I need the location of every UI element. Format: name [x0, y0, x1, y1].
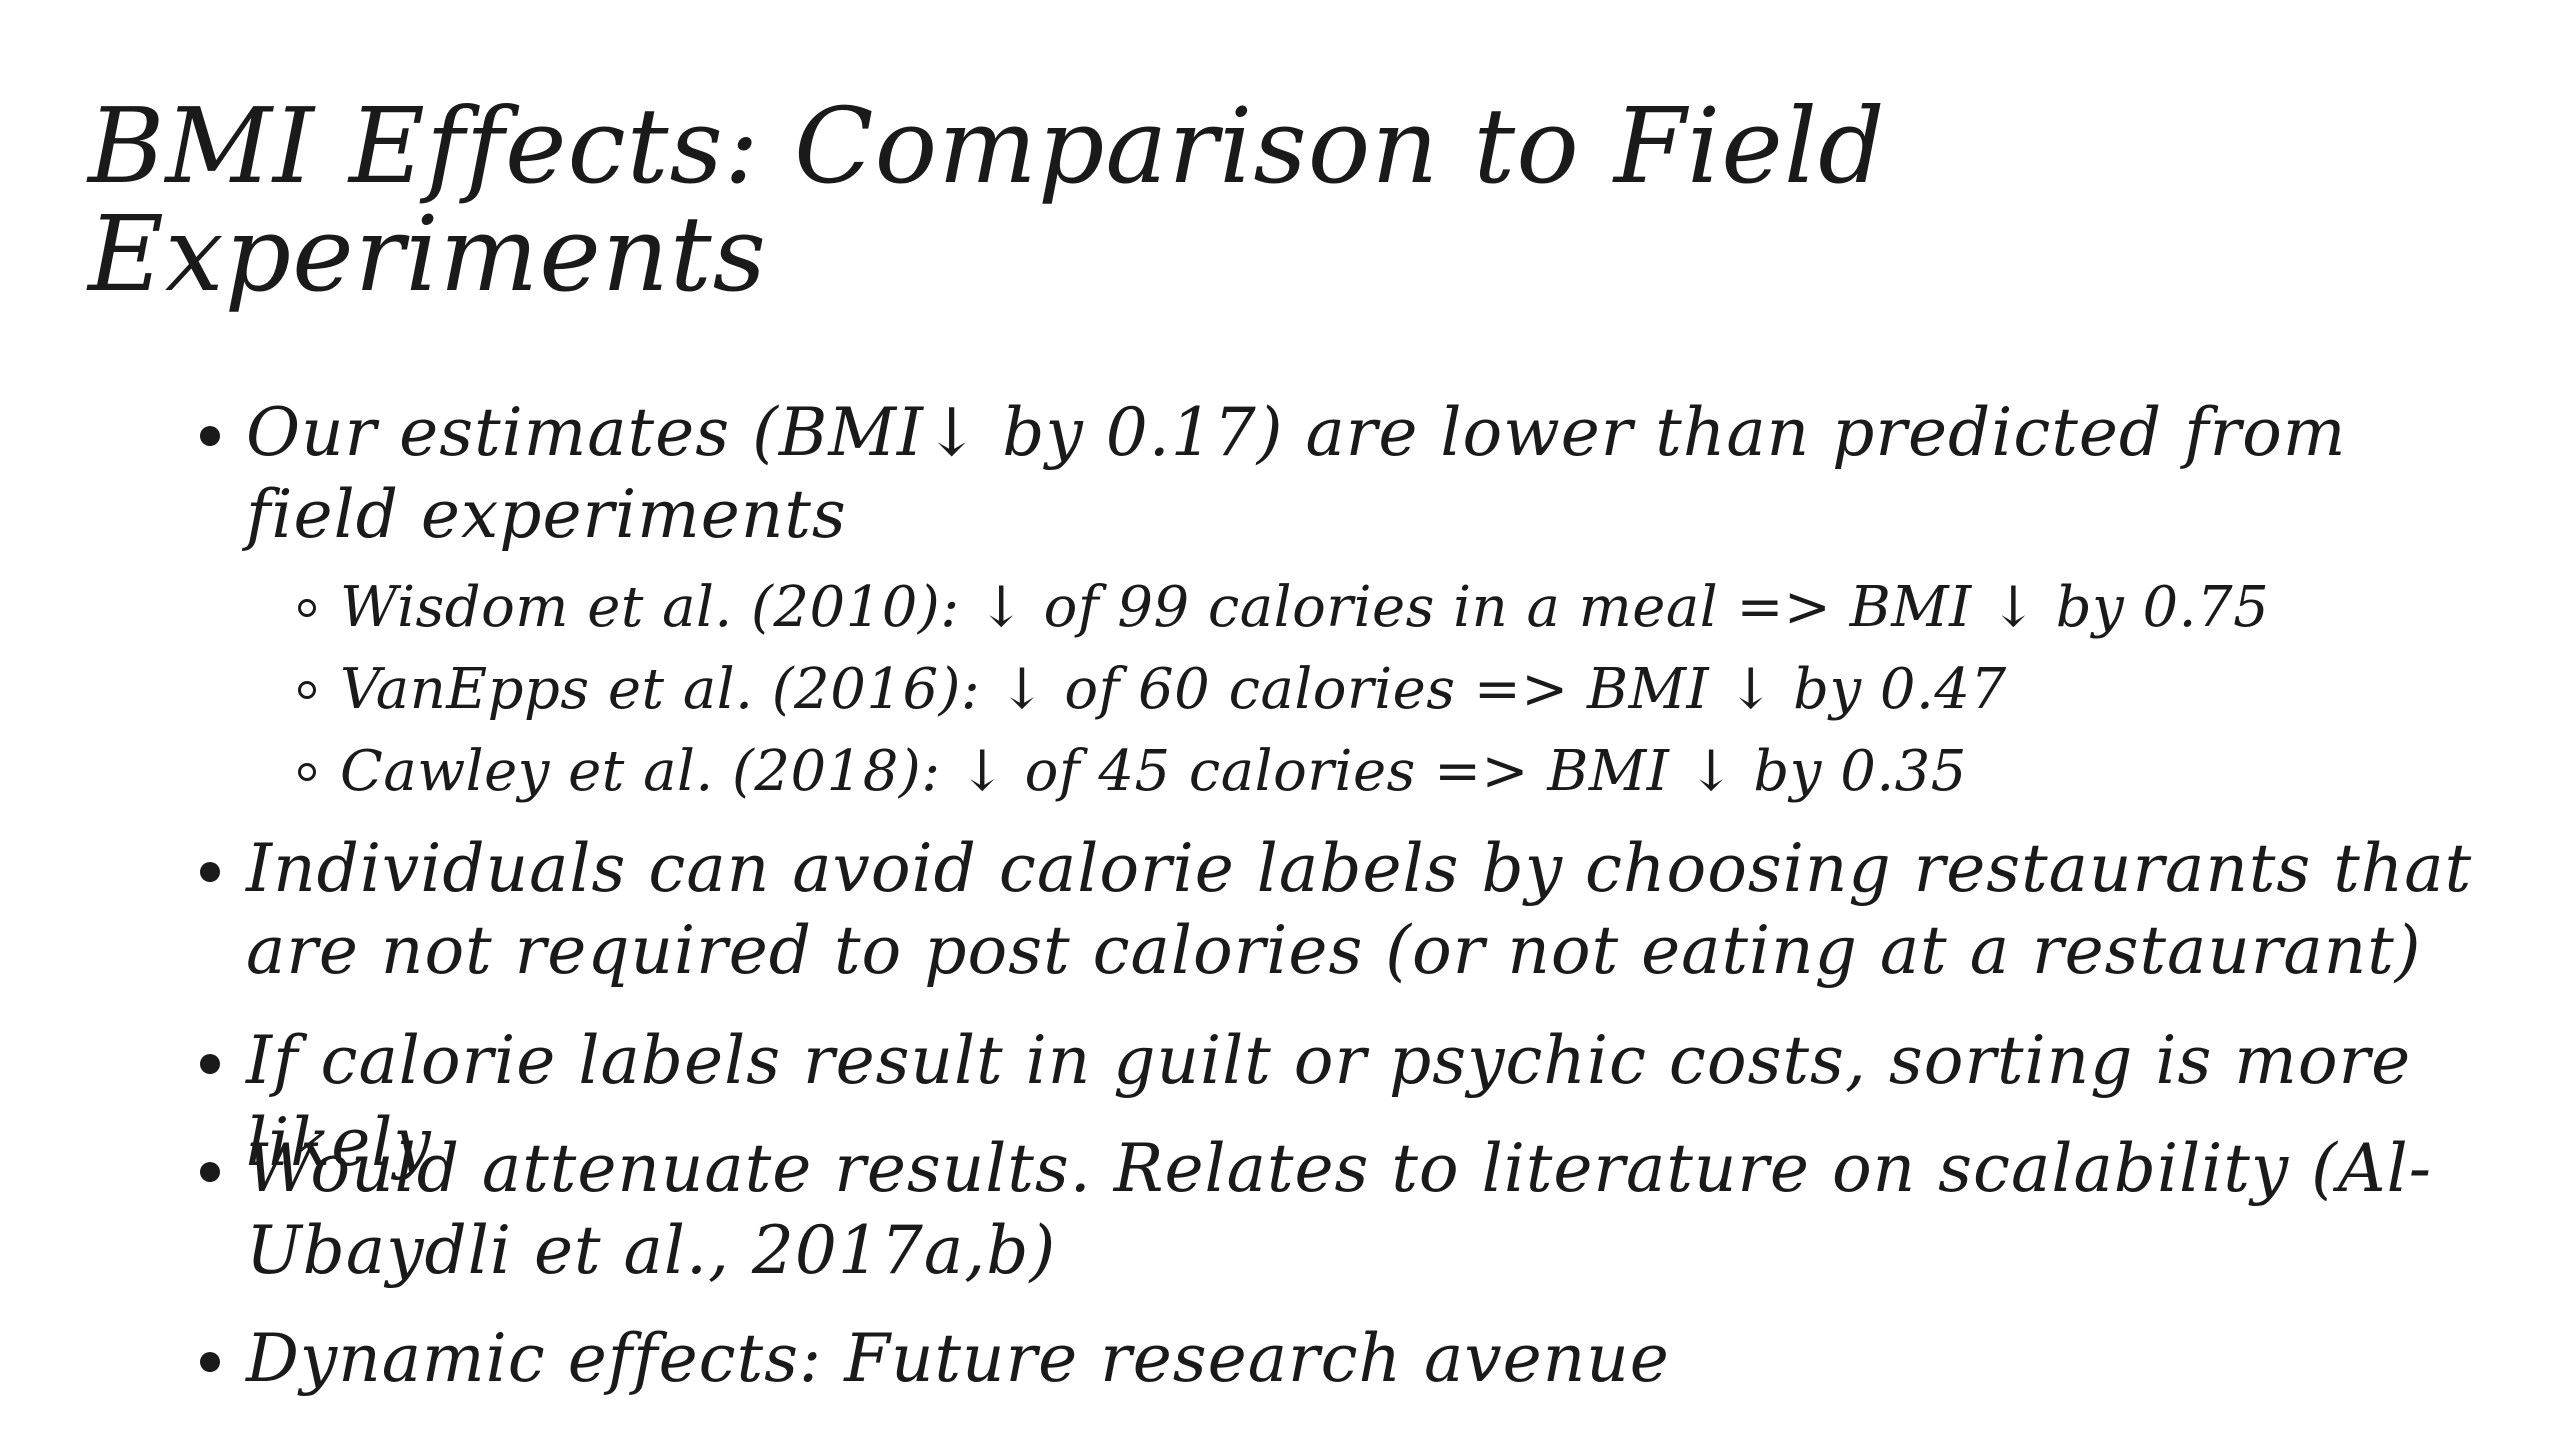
sub-bullet-text: Cawley et al. (2018): ↓ of 45 calories =…	[340, 739, 1967, 804]
bullet-text: Dynamic effects: Future research avenue	[246, 1320, 1670, 1397]
hollow-circle-icon	[298, 763, 316, 781]
bullet-dot-icon	[200, 426, 220, 446]
bullet-dot-icon	[200, 1054, 220, 1074]
sub-bullet-text: Wisdom et al. (2010): ↓ of 99 calories i…	[340, 575, 2270, 640]
bullet-text: Individuals can avoid calorie labels by …	[246, 830, 2473, 989]
bullet-dot-icon	[200, 1162, 220, 1182]
hollow-circle-icon	[298, 681, 316, 699]
bullet-dot-icon	[200, 1352, 220, 1372]
bullet-dot-icon	[200, 862, 220, 882]
bullet-text: If calorie labels result in guilt or psy…	[246, 1022, 2412, 1181]
bullet-text: Would attenuate results. Relates to lite…	[246, 1130, 2432, 1289]
hollow-circle-icon	[298, 599, 316, 617]
sub-bullet-text: VanEpps et al. (2016): ↓ of 60 calories …	[340, 657, 2007, 722]
bullet-text: Our estimates (BMI↓ by 0.17) are lower t…	[246, 394, 2347, 553]
slide-title: BMI Effects: Comparison to Field Experim…	[88, 85, 1886, 315]
